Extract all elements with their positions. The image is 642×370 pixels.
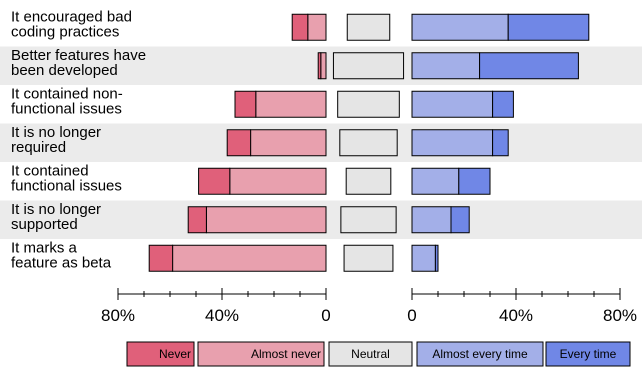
bar-every-time-better-features-have-been-developed xyxy=(479,52,579,80)
bar-never-it-contained-non-functional-issues xyxy=(234,90,257,118)
bar-every-time-it-contained-non-functional-issues xyxy=(492,90,514,118)
bar-almost-never-it-contained-functional-issues xyxy=(229,167,327,195)
bar-neutral-better-features-have-been-developed xyxy=(332,52,405,80)
bar-almost-every-time-it-is-no-longer-supported xyxy=(411,206,452,234)
bar-neutral-it-contained-functional-issues xyxy=(345,167,392,195)
bar-every-time-it-encouraged-bad-coding-practices xyxy=(507,13,590,41)
bar-never-it-is-no-longer-supported xyxy=(187,206,207,234)
category-label-it-contained-non-functional-issues: It contained non-functional issues xyxy=(11,85,123,117)
right-axis-tick-label: 40% xyxy=(499,306,533,325)
bar-neutral-it-marks-a-feature-as-beta xyxy=(343,244,394,272)
legend-label-almost-every-time: Almost every time xyxy=(432,347,528,361)
bar-neutral-it-encouraged-bad-coding-practices xyxy=(346,13,391,41)
bar-almost-never-it-encouraged-bad-coding-practices xyxy=(307,13,327,41)
bar-almost-never-it-marks-a-feature-as-beta xyxy=(172,244,327,272)
legend-swatch-never xyxy=(126,341,195,367)
bar-neutral-it-is-no-longer-supported xyxy=(340,206,397,234)
category-label-it-is-no-longer-supported: It is no longer supported xyxy=(11,201,101,233)
legend-swatch-every-time xyxy=(545,341,631,367)
bar-almost-never-it-is-no-longer-required xyxy=(250,129,327,157)
legend-label-almost-never: Almost never xyxy=(251,347,321,361)
axes: 80% 40% 0 0 40% 80% xyxy=(101,288,637,325)
legend-swatch-neutral xyxy=(328,341,413,367)
category-label-it-is-no-longer-required: It is no longer required xyxy=(11,124,101,156)
category-label-it-marks-a-feature-as-beta: It marks a feature as beta xyxy=(11,239,112,271)
bars xyxy=(148,13,590,272)
bar-every-time-it-marks-a-feature-as-beta xyxy=(434,244,439,272)
bar-almost-every-time-it-contained-non-functional-issues xyxy=(411,90,494,118)
bar-every-time-it-is-no-longer-required xyxy=(492,129,509,157)
right-axis-tick-label: 0 xyxy=(407,306,416,325)
legend: Never Almost never Neutral Almost every tim… xyxy=(126,341,631,367)
bar-never-it-marks-a-feature-as-beta xyxy=(148,244,174,272)
left-axis-tick-label: 40% xyxy=(205,306,239,325)
bar-never-it-is-no-longer-required xyxy=(226,129,252,157)
bar-almost-never-better-features-have-been-developed xyxy=(320,52,327,80)
bar-almost-never-it-is-no-longer-supported xyxy=(205,206,327,234)
legend-swatch-almost-every-time xyxy=(416,341,544,367)
bar-neutral-it-is-no-longer-required xyxy=(339,129,398,157)
legend-label-never: Never xyxy=(159,347,191,361)
left-axis-tick-label: 80% xyxy=(101,306,135,325)
legend-label-every-time: Every time xyxy=(560,347,617,361)
bar-almost-never-it-contained-non-functional-issues xyxy=(255,90,327,118)
bar-almost-every-time-it-encouraged-bad-coding-practices xyxy=(411,13,509,41)
left-axis-tick-label: 0 xyxy=(321,306,330,325)
bar-every-time-it-contained-functional-issues xyxy=(458,167,491,195)
bar-almost-every-time-it-marks-a-feature-as-beta xyxy=(411,244,436,272)
category-label-it-contained-functional-issues: It contained functional issues xyxy=(11,162,122,194)
legend-label-neutral: Neutral xyxy=(351,347,390,361)
bar-never-it-contained-functional-issues xyxy=(198,167,231,195)
right-axis-tick-label: 80% xyxy=(603,306,637,325)
category-label-better-features-have-been-developed: Better features have been developed xyxy=(11,47,146,79)
bar-almost-every-time-it-is-no-longer-required xyxy=(411,129,494,157)
bar-almost-every-time-better-features-have-been-developed xyxy=(411,52,481,80)
category-label-it-encouraged-bad-coding-practices: It encouraged bad coding practices xyxy=(11,8,132,40)
bar-every-time-it-is-no-longer-supported xyxy=(450,206,470,234)
bar-never-it-encouraged-bad-coding-practices xyxy=(291,13,309,41)
legend-swatch-almost-never xyxy=(197,341,325,367)
bar-almost-every-time-it-contained-functional-issues xyxy=(411,167,460,195)
category-labels: It encouraged bad coding practices Better … xyxy=(11,8,146,271)
bar-neutral-it-contained-non-functional-issues xyxy=(337,90,400,118)
bar-never-better-features-have-been-developed xyxy=(317,52,322,80)
